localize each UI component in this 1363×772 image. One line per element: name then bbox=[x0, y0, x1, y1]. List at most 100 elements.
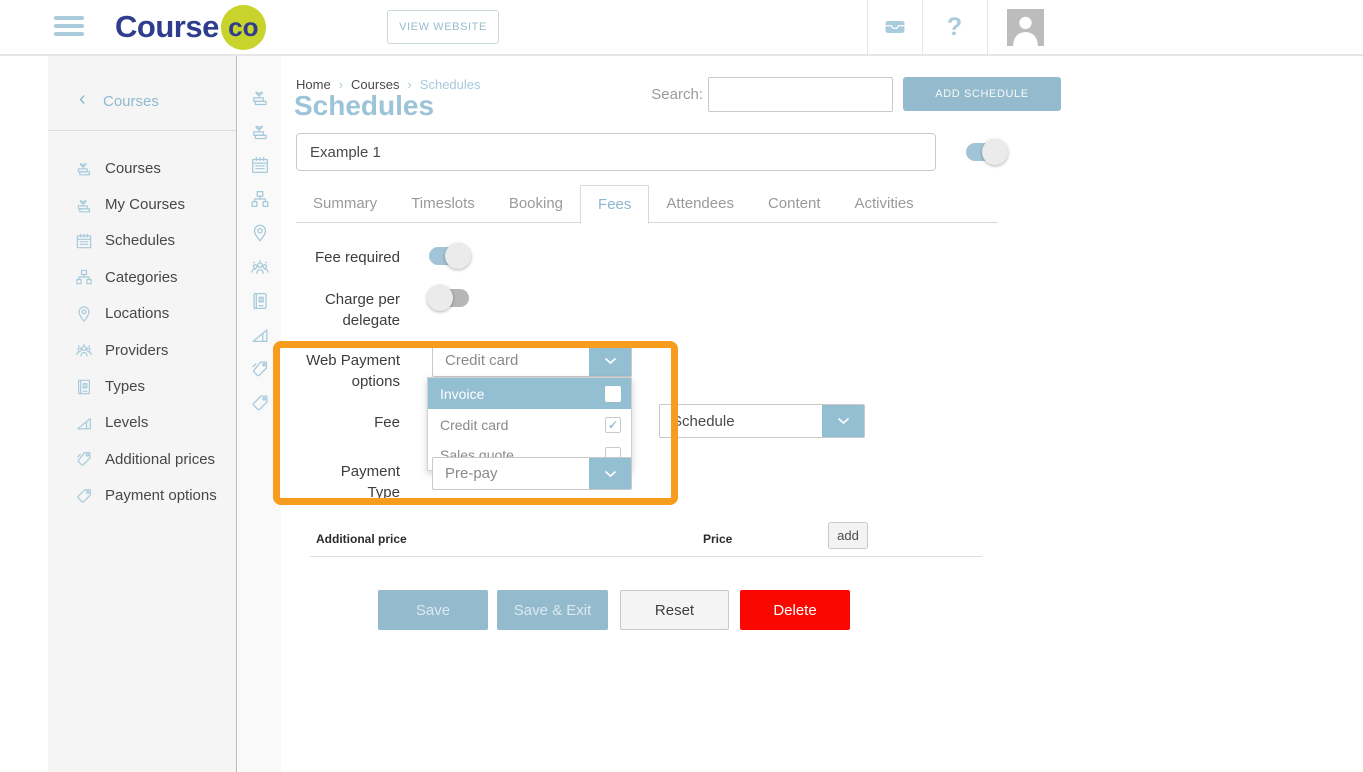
header-divider bbox=[987, 0, 988, 54]
reset-button[interactable]: Reset bbox=[620, 590, 729, 630]
sidebar-item-payment-options[interactable]: Payment options bbox=[48, 478, 236, 514]
rail-calendar-icon[interactable] bbox=[249, 154, 271, 176]
table-divider bbox=[310, 556, 982, 557]
rail-sitemap-icon[interactable] bbox=[249, 188, 271, 210]
sidebar-item-label: My Courses bbox=[105, 196, 186, 214]
checkbox[interactable]: ✓ bbox=[605, 416, 621, 433]
rail-people-icon[interactable] bbox=[249, 256, 271, 278]
my-courses-icon bbox=[74, 195, 94, 215]
sidebar-item-courses[interactable]: Courses bbox=[48, 150, 236, 186]
icon-rail bbox=[238, 56, 281, 772]
tab-activities[interactable]: Activities bbox=[854, 195, 914, 212]
web-payment-options-select[interactable]: Credit card bbox=[432, 344, 632, 377]
tab-summary[interactable]: Summary bbox=[313, 195, 378, 212]
tag-icon bbox=[74, 486, 94, 506]
sidebar-back-label: Courses bbox=[103, 93, 159, 110]
sidebar-item-additional-prices[interactable]: Additional prices bbox=[48, 441, 236, 477]
payment-type-value: Pre-pay bbox=[445, 465, 498, 482]
breadcrumb-separator: › bbox=[338, 77, 344, 92]
save-button[interactable]: Save bbox=[378, 590, 488, 630]
dropdown-option-credit-card[interactable]: Credit card ✓ bbox=[428, 409, 631, 440]
sidebar-item-my-courses[interactable]: My Courses bbox=[48, 186, 236, 222]
breadcrumb-courses[interactable]: Courses bbox=[351, 77, 400, 92]
rail-levels-icon[interactable] bbox=[249, 324, 271, 346]
sidebar-item-categories[interactable]: Categories bbox=[48, 259, 236, 295]
sidebar-back-button[interactable]: ‹ Courses bbox=[48, 56, 236, 131]
rail-tag-icon[interactable] bbox=[249, 392, 271, 414]
charge-per-delegate-toggle[interactable] bbox=[427, 285, 471, 311]
top-header: Course co VIEW WEBSITE ? bbox=[0, 0, 1363, 56]
payment-type-label: Payment Type bbox=[340, 463, 400, 501]
tab-booking[interactable]: Booking bbox=[508, 195, 564, 212]
breadcrumb-current: Schedules bbox=[419, 77, 481, 92]
fee-label: Fee bbox=[374, 414, 400, 431]
add-price-button[interactable]: add bbox=[828, 522, 868, 549]
sidebar-item-label: Providers bbox=[105, 341, 169, 359]
hamburger-menu-icon[interactable] bbox=[54, 16, 84, 39]
calendar-icon bbox=[74, 231, 94, 251]
add-schedule-button[interactable]: ADD SCHEDULE bbox=[903, 77, 1061, 111]
levels-icon bbox=[74, 413, 94, 433]
sidebar-item-types[interactable]: Types bbox=[48, 368, 236, 404]
dropdown-option-invoice[interactable]: Invoice bbox=[428, 378, 631, 409]
inbox-button[interactable] bbox=[868, 0, 922, 54]
sidebar-item-locations[interactable]: Locations bbox=[48, 296, 236, 332]
rail-my-courses-icon[interactable] bbox=[249, 120, 271, 142]
tab-timeslots[interactable]: Timeslots bbox=[411, 195, 475, 212]
chevron-down-button[interactable] bbox=[822, 405, 864, 437]
sidebar-item-schedules[interactable]: Schedules bbox=[48, 223, 236, 259]
avatar-person-icon bbox=[1013, 16, 1038, 46]
sidebar-item-label: Categories bbox=[105, 268, 178, 286]
sitemap-icon bbox=[74, 267, 94, 287]
breadcrumb-home[interactable]: Home bbox=[296, 77, 331, 92]
chevron-down-button[interactable] bbox=[589, 458, 631, 489]
additional-price-column-header: Additional price bbox=[316, 532, 407, 546]
tab-attendees[interactable]: Attendees bbox=[666, 195, 734, 212]
charge-per-delegate-label: Charge per delegate bbox=[324, 291, 400, 329]
fee-required-toggle[interactable] bbox=[427, 243, 471, 269]
chevron-down-icon bbox=[837, 417, 849, 425]
save-exit-button[interactable]: Save & Exit bbox=[497, 590, 608, 630]
payment-type-select[interactable]: Pre-pay bbox=[432, 457, 632, 490]
view-website-button[interactable]: VIEW WEBSITE bbox=[387, 10, 499, 44]
sidebar-item-providers[interactable]: Providers bbox=[48, 332, 236, 368]
rail-courses-icon[interactable] bbox=[249, 86, 271, 108]
price-column-header: Price bbox=[703, 532, 733, 546]
schedule-select[interactable]: Schedule bbox=[659, 404, 865, 438]
sidebar-item-label: Types bbox=[105, 378, 146, 396]
sidebar-item-label: Payment options bbox=[105, 487, 217, 505]
help-button[interactable]: ? bbox=[922, 0, 987, 54]
schedule-active-toggle[interactable] bbox=[964, 139, 1008, 165]
chevron-left-icon: ‹ bbox=[79, 88, 86, 110]
brand-logo[interactable]: Course co bbox=[115, 4, 266, 50]
inbox-icon bbox=[885, 21, 905, 33]
search-input[interactable] bbox=[708, 77, 893, 112]
brand-badge: co bbox=[220, 4, 266, 50]
chevron-down-button[interactable] bbox=[589, 345, 631, 376]
user-avatar[interactable] bbox=[1007, 9, 1044, 46]
sidebar: ‹ Courses Courses My Courses Schedules C… bbox=[48, 56, 237, 772]
schedule-select-value: Schedule bbox=[672, 412, 735, 430]
rail-book-icon[interactable] bbox=[249, 290, 271, 312]
sidebar-item-label: Schedules bbox=[105, 232, 176, 250]
rail-tags-icon[interactable] bbox=[249, 358, 271, 380]
delete-button[interactable]: Delete bbox=[740, 590, 850, 630]
sidebar-menu: Courses My Courses Schedules Categories … bbox=[48, 150, 236, 514]
rail-map-pin-icon[interactable] bbox=[249, 222, 271, 244]
book-icon bbox=[74, 377, 94, 397]
checkbox[interactable] bbox=[605, 385, 621, 402]
tab-content[interactable]: Content bbox=[767, 195, 821, 212]
brand-name: Course bbox=[115, 9, 219, 44]
option-label: Invoice bbox=[440, 385, 485, 402]
schedule-name-input[interactable] bbox=[296, 133, 936, 171]
header-divider bbox=[922, 0, 923, 54]
tags-icon bbox=[74, 449, 94, 469]
sidebar-item-label: Additional prices bbox=[105, 450, 216, 468]
sidebar-item-label: Levels bbox=[105, 414, 149, 432]
map-pin-icon bbox=[74, 304, 94, 324]
tab-fees[interactable]: Fees bbox=[580, 185, 650, 224]
sidebar-item-levels[interactable]: Levels bbox=[48, 405, 236, 441]
header-divider bbox=[867, 0, 868, 54]
breadcrumb-separator: › bbox=[407, 77, 412, 92]
